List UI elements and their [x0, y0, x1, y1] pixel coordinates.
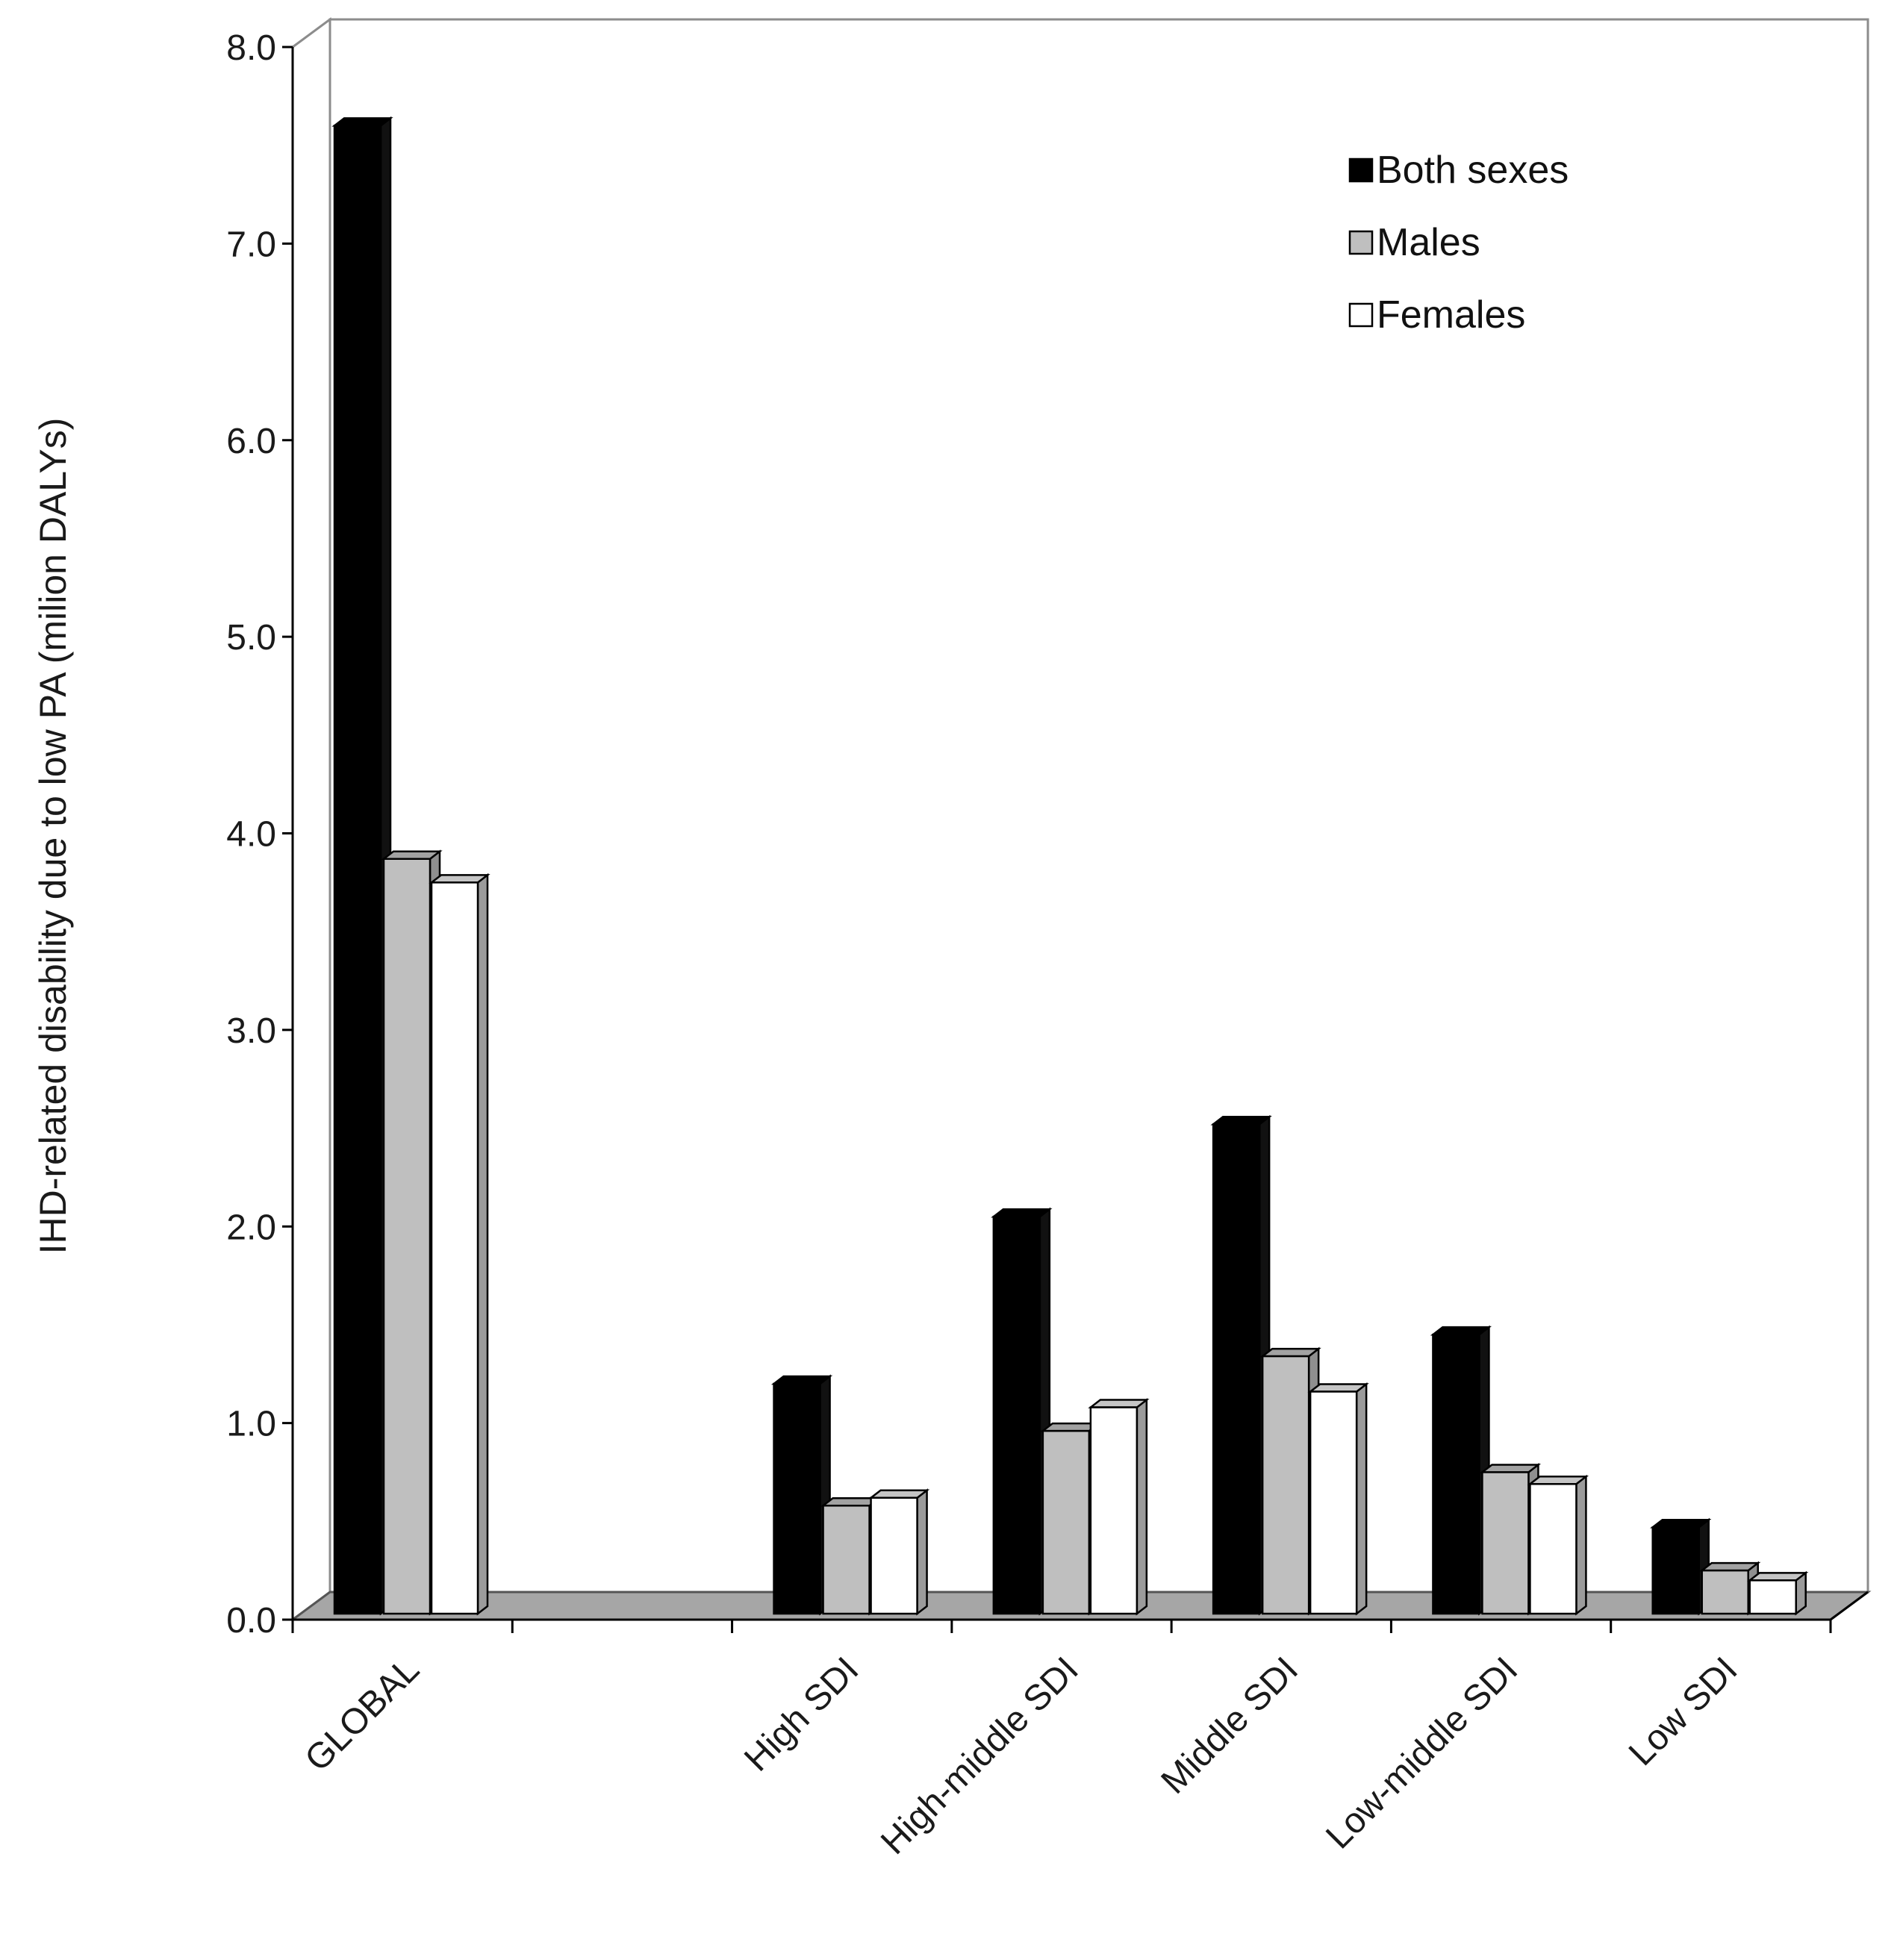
x-category-label: Middle SDI [1154, 1650, 1306, 1801]
bar-2-0 [429, 873, 490, 1616]
back-wall [328, 18, 1869, 1594]
legend-swatch [1348, 157, 1374, 183]
legend-label: Both sexes [1377, 149, 1569, 192]
y-tick-label: 5.0 [226, 618, 276, 658]
y-tick-label: 1.0 [226, 1405, 276, 1444]
bar-0-3 [991, 1207, 1053, 1616]
y-tick-label: 3.0 [226, 1011, 276, 1051]
x-category-label: Low SDI [1622, 1650, 1745, 1773]
chart-axes [282, 46, 1869, 1633]
y-tick-label: 8.0 [226, 28, 276, 68]
bar-0-2 [770, 1374, 833, 1616]
y-axis-title: IHD-related disability due to low PA (mi… [32, 418, 74, 1255]
legend-label: Females [1377, 293, 1525, 337]
side-wall [291, 17, 331, 1622]
x-category-label: High SDI [737, 1650, 866, 1779]
x-category-label: High-middle SDI [873, 1650, 1086, 1862]
bar-0-6 [1650, 1517, 1712, 1616]
y-tick-label: 7.0 [226, 225, 276, 264]
floor-edge [1830, 1591, 1869, 1621]
legend-item-0: Both sexes [1348, 149, 1569, 192]
chart-back-walls [289, 17, 1872, 1622]
bar-0-0 [331, 116, 393, 1616]
x-category-label: Low-middle SDI [1318, 1650, 1525, 1856]
legend-swatch [1348, 302, 1374, 328]
y-tick-label: 0.0 [226, 1601, 276, 1641]
bar-0-4 [1210, 1114, 1272, 1616]
bar-0-5 [1430, 1325, 1492, 1616]
bar-2-2 [868, 1488, 930, 1616]
y-tick-label: 6.0 [226, 422, 276, 461]
legend-swatch [1348, 230, 1374, 255]
y-tick-labels: 0.0 1.0 2.0 3.0 4.0 5.0 6.0 7.0 8.0 [226, 28, 276, 1641]
x-category-label: GLOBAL [298, 1650, 427, 1779]
legend-item-2: Females [1348, 293, 1525, 337]
legend-label: Males [1377, 221, 1480, 264]
bar-2-4 [1307, 1382, 1369, 1616]
x-category-labels: GLOBAL High SDI High-middle SDI Middle SDI L… [298, 1650, 1745, 1862]
legend-item-1: Males [1348, 221, 1480, 264]
y-tick-label: 4.0 [226, 815, 276, 855]
bar-1-2 [820, 1496, 882, 1616]
chart-bars [331, 116, 1809, 1616]
bar-2-3 [1088, 1398, 1150, 1616]
bar-2-5 [1527, 1474, 1589, 1616]
bar-2-6 [1747, 1570, 1809, 1616]
legend: Both sexes Males Females [1348, 149, 1569, 337]
y-tick-label: 2.0 [226, 1208, 276, 1247]
